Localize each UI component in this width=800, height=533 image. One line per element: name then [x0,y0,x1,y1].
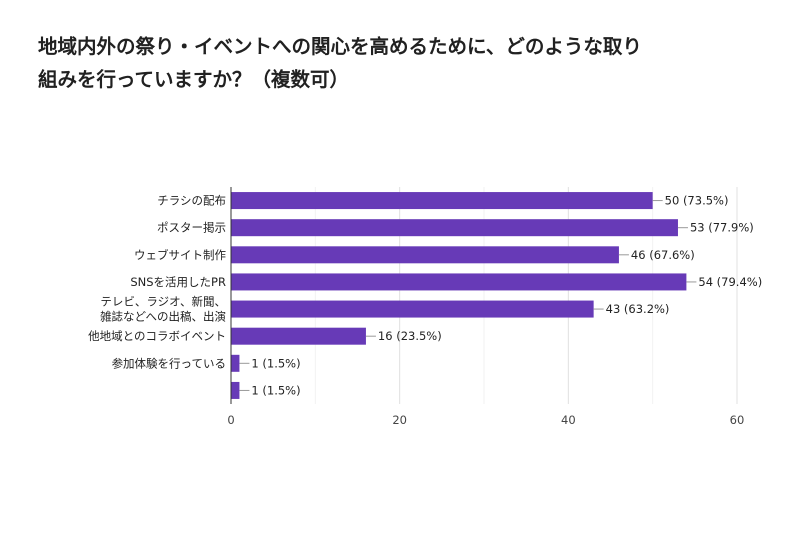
x-tick-label: 40 [561,413,576,427]
bar [231,273,687,291]
chart-title-line-2: 組みを行っていますか？（複数可） [38,68,350,91]
x-tick-label: 20 [392,413,407,427]
category-label: ウェブサイト制作 [134,248,226,262]
bar [231,327,366,345]
bar [231,192,653,210]
data-label: 16 (23.5%) [378,329,442,343]
bar [231,381,240,399]
category-label: 雑誌などへの出稿、出演 [100,310,226,324]
data-label: 43 (63.2%) [606,302,670,316]
data-label: 50 (73.5%) [665,194,729,208]
category-label: 参加体験を行っている [112,356,226,370]
category-label: 他地域とのコラボイベント [88,329,226,343]
category-label: チラシの配布 [157,194,226,208]
bar [231,246,619,264]
x-tick-label: 0 [227,413,234,427]
data-label: 53 (77.9%) [690,221,754,235]
data-label: 1 (1.5%) [251,356,300,370]
category-label: ポスター掲示 [157,221,226,235]
category-label: テレビ、ラジオ、新聞、 [100,295,226,309]
data-label: 1 (1.5%) [251,383,300,397]
category-label: SNSを活用したPR [130,275,226,289]
data-label: 54 (79.4%) [698,275,762,289]
x-tick-label: 60 [730,413,745,427]
chart-title-line-1: 地域内外の祭り・イベントへの関心を高めるために、どのような取り [38,35,642,58]
bar [231,300,594,318]
bar [231,219,678,237]
chart-title: 地域内外の祭り・イベントへの関心を高めるために、どのような取り 組みを行っていま… [38,30,778,96]
data-label: 46 (67.6%) [631,248,695,262]
bar [231,354,240,372]
